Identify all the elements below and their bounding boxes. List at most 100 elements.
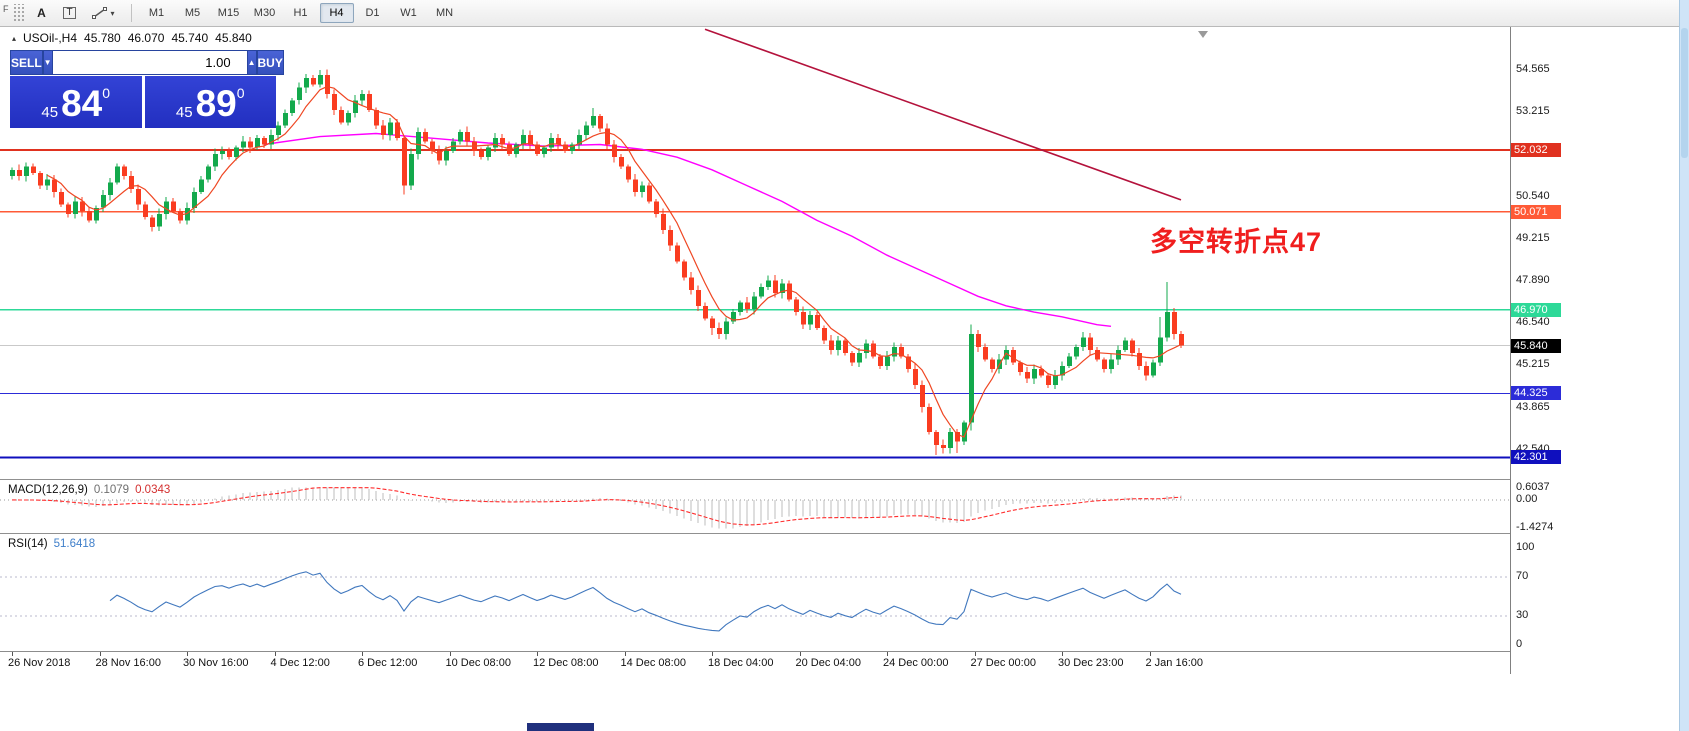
time-tick (362, 652, 363, 656)
triangle-up-icon: ▲ (247, 58, 256, 67)
text-label-tool-button[interactable]: A (30, 2, 54, 24)
chart-shift-marker[interactable] (1198, 31, 1208, 38)
time-tick (799, 652, 801, 656)
time-tick (974, 652, 976, 656)
time-label: 26 Nov 2018 (8, 657, 71, 669)
time-tick (537, 652, 538, 656)
timeframe-h1[interactable]: H1 (293, 7, 308, 19)
chart-ohlc-header: ▴ USOil-,H4 45.780 46.070 45.740 45.840 (12, 31, 252, 45)
toolbar-separator (130, 4, 132, 22)
time-tick (187, 652, 188, 656)
time-tick (887, 652, 888, 656)
price-scale-label: 50.540 (1516, 190, 1550, 203)
pane-separator[interactable] (0, 533, 1510, 534)
ohlc-high: 46.070 (127, 31, 165, 45)
toolbar: F A T ▾ M1 M5 M15 M30 H1 H4 D1 W1 MN (0, 0, 1689, 27)
macd-signal-value: 0.0343 (135, 484, 171, 496)
trade-controls-row: SELL ▼ ▲ BUY (10, 50, 284, 75)
time-tick (712, 652, 713, 656)
timeframe-w1[interactable]: W1 (400, 7, 417, 19)
trade-prices-row: 45 84 0 45 89 0 (10, 76, 276, 128)
buy-price-big: 89 (195, 83, 237, 124)
timeframe-m30[interactable]: M30 (253, 7, 276, 19)
buy-price-box[interactable]: 45 89 0 (144, 76, 276, 128)
time-tick (12, 652, 13, 656)
price-scale-label: 47.890 (1516, 273, 1550, 286)
taskbar-fragment (527, 723, 594, 731)
macd-scale-label: 0.00 (1516, 492, 1538, 505)
macd-scale-label: 0.6037 (1516, 481, 1550, 493)
price-level-badge: 46.970 (1511, 302, 1561, 317)
vertical-scrollbar[interactable] (1679, 0, 1689, 731)
timeframe-m5[interactable]: M5 (184, 7, 201, 19)
buy-price-sup: 0 (236, 85, 245, 101)
sell-price-box[interactable]: 45 84 0 (10, 76, 142, 128)
time-label: 10 Dec 08:00 (445, 657, 511, 669)
symbol-name: USOil-,H4 (23, 31, 78, 45)
time-label: 2 Jan 16:00 (1145, 657, 1204, 669)
rsi-scale-label: 0 (1516, 638, 1523, 650)
chevron-down-icon: ▾ (110, 8, 115, 18)
macd-pane-canvas[interactable] (0, 480, 1510, 533)
ohlc-close: 45.840 (215, 31, 252, 45)
time-label: 18 Dec 04:00 (708, 657, 774, 669)
time-axis-border (0, 651, 1510, 652)
time-label: 4 Dec 12:00 (270, 657, 330, 669)
price-scale[interactable]: 54.565 53.215 50.540 49.215 47.890 46.540 45.2… (1511, 0, 1680, 731)
timeframe-d1[interactable]: D1 (365, 7, 380, 19)
timeframe-h4[interactable]: H4 (319, 3, 354, 23)
time-label: 27 Dec 00:00 (970, 657, 1036, 669)
time-axis[interactable]: 26 Nov 2018 28 Nov 16:00 30 Nov 16:00 4 Dec… (0, 652, 1510, 674)
timeframe-mn[interactable]: MN (435, 7, 454, 19)
price-level-badge: 50.071 (1511, 204, 1561, 219)
pane-separator[interactable] (0, 479, 1510, 480)
one-click-trading-panel: SELL ▼ ▲ BUY 45 84 0 45 89 0 (10, 50, 284, 128)
rsi-label: RSI(14) 51.6418 (8, 538, 95, 550)
toolbar-handle-label: F (3, 4, 9, 14)
price-scale-label: 49.215 (1516, 231, 1550, 244)
price-level-badge: 42.301 (1511, 450, 1561, 465)
price-scale-label: 54.565 (1516, 62, 1550, 75)
volume-input[interactable] (52, 50, 247, 75)
price-scale-label: 53.215 (1516, 105, 1550, 118)
timeframe-group: M1 M5 M15 M30 H1 H4 D1 W1 MN (139, 3, 463, 23)
time-label: 6 Dec 12:00 (358, 657, 418, 669)
macd-name: MACD(12,26,9) (8, 484, 88, 496)
time-tick (1149, 652, 1151, 656)
time-tick (624, 652, 626, 656)
time-label: 20 Dec 04:00 (795, 657, 861, 669)
price-level-badge: 52.032 (1511, 142, 1561, 157)
text-box-tool-button[interactable]: T (58, 2, 82, 24)
time-tick (274, 652, 276, 656)
current-price-badge: 45.840 (1511, 338, 1561, 353)
chart-text-annotation[interactable]: 多空转折点47 (1150, 227, 1323, 258)
volume-down-button[interactable]: ▼ (42, 50, 53, 75)
time-label: 28 Nov 16:00 (95, 657, 161, 669)
timeframe-m1[interactable]: M1 (148, 7, 165, 19)
price-scale-label: 45.215 (1516, 358, 1550, 371)
rsi-pane-canvas[interactable] (0, 534, 1510, 651)
buy-button-label: BUY (257, 55, 283, 70)
price-scale-label: 46.540 (1516, 316, 1550, 329)
volume-up-button[interactable]: ▲ (246, 50, 257, 75)
draw-objects-button[interactable]: ▾ (86, 2, 122, 24)
rsi-scale-label: 100 (1516, 541, 1535, 553)
macd-scale-label: -1.4274 (1516, 521, 1554, 533)
sell-button-label: SELL (11, 55, 42, 70)
rsi-scale-label: 30 (1516, 608, 1529, 621)
sell-button[interactable]: SELL (10, 50, 43, 75)
ohlc-open: 45.780 (84, 31, 121, 45)
time-tick (99, 652, 101, 656)
price-scale-border (1510, 26, 1511, 674)
triangle-down-icon: ▼ (43, 58, 52, 67)
timeframe-m15[interactable]: M15 (217, 7, 240, 19)
text-box-icon: T (63, 7, 76, 19)
buy-button[interactable]: BUY (256, 50, 284, 75)
symbol-icon: ▴ (12, 33, 17, 43)
time-label: 14 Dec 08:00 (620, 657, 686, 669)
price-scale-label: 43.865 (1516, 401, 1550, 414)
scrollbar-thumb[interactable] (1681, 28, 1688, 158)
toolbar-drag-handle-icon[interactable] (11, 4, 24, 22)
macd-label: MACD(12,26,9) 0.1079 0.0343 (8, 484, 170, 496)
